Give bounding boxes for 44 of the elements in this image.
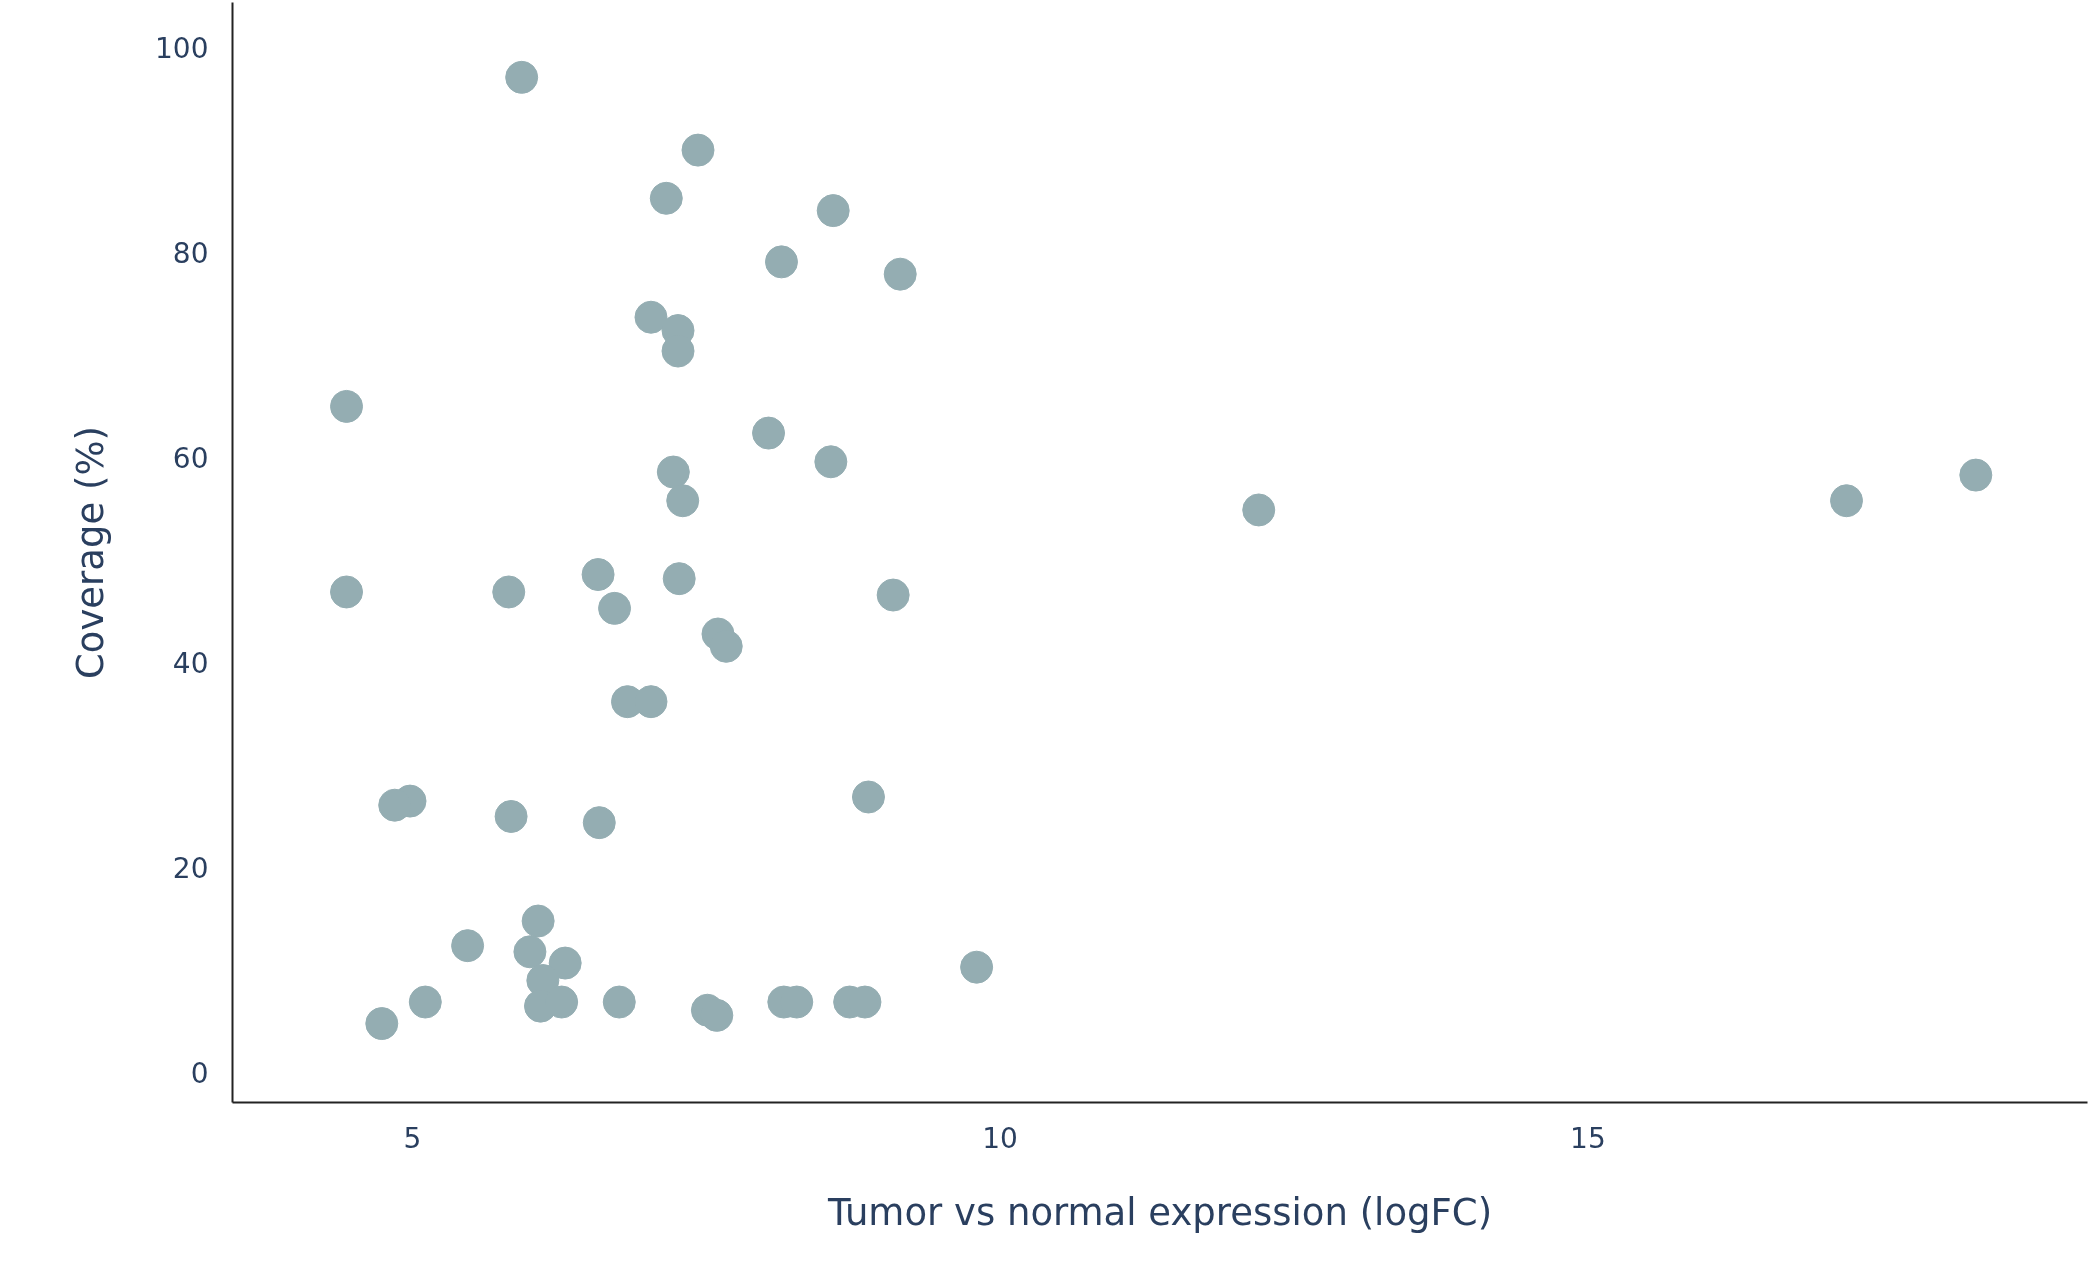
point bbox=[581, 558, 615, 592]
point bbox=[330, 575, 364, 609]
point bbox=[1830, 484, 1864, 518]
y-tick-label: 20 bbox=[172, 852, 209, 886]
point bbox=[960, 950, 994, 984]
x-tick-label: 15 bbox=[1570, 1121, 1606, 1155]
point bbox=[1242, 493, 1276, 527]
point bbox=[598, 591, 632, 625]
point bbox=[521, 904, 555, 938]
point bbox=[814, 445, 848, 479]
y-axis-title: Coverage (%) bbox=[69, 425, 113, 680]
point bbox=[883, 257, 917, 291]
y-tick-label: 40 bbox=[172, 647, 209, 681]
point bbox=[649, 181, 683, 215]
point bbox=[851, 780, 885, 814]
point bbox=[330, 389, 364, 423]
point bbox=[513, 935, 547, 969]
point bbox=[408, 985, 442, 1019]
point bbox=[764, 245, 798, 279]
point bbox=[451, 929, 485, 963]
point bbox=[634, 300, 668, 334]
point bbox=[494, 800, 528, 833]
x-tick-label: 10 bbox=[982, 1121, 1018, 1155]
x-axis-title: Tumor vs normal expression (logFC) bbox=[826, 1190, 1493, 1234]
point bbox=[752, 416, 786, 450]
x-tick-label: 5 bbox=[403, 1121, 422, 1155]
point bbox=[1959, 458, 1993, 492]
point bbox=[505, 60, 539, 94]
point bbox=[876, 578, 910, 612]
y-tick-label: 80 bbox=[172, 237, 209, 271]
y-tick-label: 0 bbox=[190, 1057, 209, 1091]
point bbox=[662, 562, 696, 596]
point bbox=[709, 629, 743, 663]
point bbox=[365, 1007, 399, 1041]
y-tick-label: 100 bbox=[155, 32, 209, 66]
point bbox=[656, 455, 690, 489]
point bbox=[681, 133, 715, 167]
point bbox=[492, 575, 526, 609]
point bbox=[666, 484, 700, 518]
point bbox=[816, 194, 850, 228]
point bbox=[602, 985, 636, 1019]
point bbox=[582, 806, 616, 840]
point bbox=[548, 946, 582, 980]
y-tick-label: 60 bbox=[172, 442, 209, 476]
